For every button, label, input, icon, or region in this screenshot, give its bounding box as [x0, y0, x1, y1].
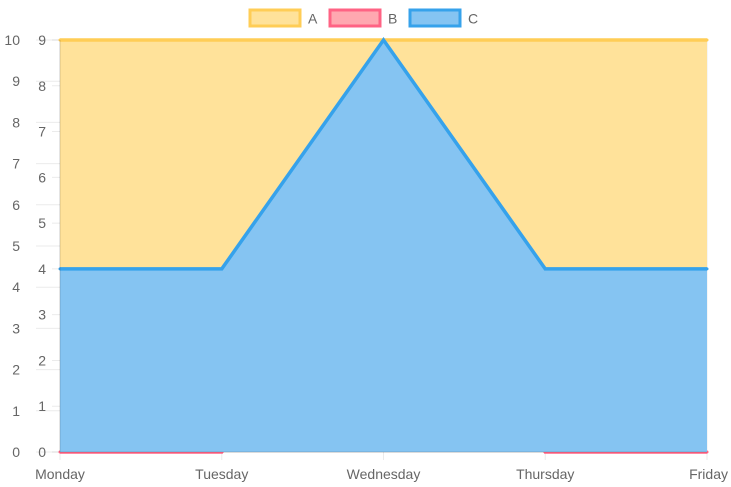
point-A-4 [705, 38, 709, 42]
legend-swatch-C [408, 8, 462, 28]
y-left-tick-label: 0 [12, 444, 20, 460]
legend-item-C[interactable]: C [408, 8, 478, 28]
y-left-tick-label: 6 [12, 197, 20, 213]
legend-swatch-A [248, 8, 302, 28]
y-left-tick-label: 5 [12, 238, 20, 254]
point-A-1 [220, 38, 224, 42]
y-right-tick-label: 2 [38, 352, 46, 368]
point-C-2 [382, 38, 385, 42]
legend-label-A: A [308, 11, 318, 27]
x-tick-label: Wednesday [347, 466, 421, 482]
legend[interactable]: A B C [248, 8, 478, 28]
y-right-tick-label: 4 [38, 261, 46, 277]
y-right-tick-label: 8 [38, 78, 46, 94]
y-left-tick-label: 4 [12, 279, 20, 295]
y-left-tick-label: 9 [12, 73, 20, 89]
point-A-3 [543, 38, 547, 42]
y-right-tick-label: 0 [38, 444, 46, 460]
point-C-3 [543, 267, 547, 271]
x-tick-label: Tuesday [195, 466, 248, 482]
y-left-tick-label: 10 [4, 32, 20, 48]
x-tick-label: Thursday [516, 466, 574, 482]
legend-item-A[interactable]: A [248, 8, 318, 28]
point-C-1 [220, 267, 224, 271]
y-left-tick-label: 1 [12, 403, 20, 419]
y-right-tick-label: 7 [38, 124, 46, 140]
y-left-tick-label: 3 [12, 320, 20, 336]
y-left-tick-label: 7 [12, 156, 20, 172]
x-tick-label: Friday [689, 466, 728, 482]
legend-item-B[interactable]: B [328, 8, 397, 28]
y-right-tick-label: 6 [38, 169, 46, 185]
x-tick-label: Monday [35, 466, 85, 482]
legend-swatch-B [328, 8, 382, 28]
y-right-tick-label: 3 [38, 307, 46, 323]
legend-label-B: B [388, 11, 397, 27]
area-series-C [60, 40, 707, 452]
point-C-4 [705, 267, 709, 271]
series-areas [58, 36, 709, 454]
legend-label-C: C [468, 11, 478, 27]
y-right-tick-label: 5 [38, 215, 46, 231]
y-right-tick-label: 1 [38, 398, 46, 414]
y-left-tick-label: 2 [12, 362, 20, 378]
y-left-tick-label: 8 [12, 114, 20, 130]
y-right-tick-label: 9 [38, 32, 46, 48]
axes: 0 1 2 3 4 5 6 7 8 9 10 0 1 2 3 4 5 6 7 8 9 Monday Tuesday Wedne… [4, 32, 728, 482]
point-A-0 [58, 38, 62, 42]
point-C-0 [58, 267, 62, 271]
